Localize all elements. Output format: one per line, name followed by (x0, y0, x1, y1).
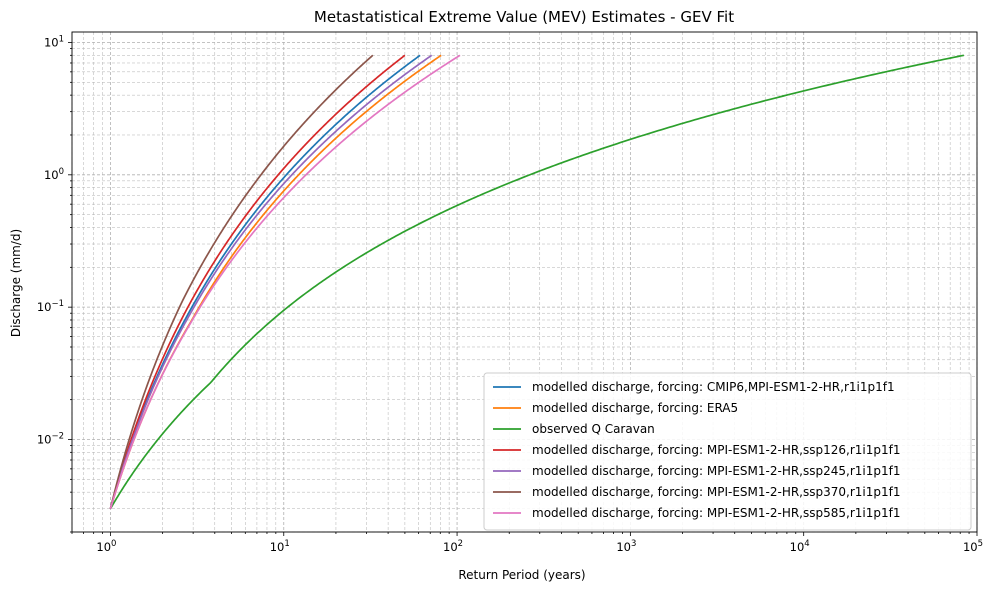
x-axis-label: Return Period (years) (458, 568, 585, 582)
x-tick-label: 105 (963, 539, 983, 554)
legend-label-2: modelled discharge, forcing: ERA5 (532, 401, 738, 415)
legend: modelled discharge, forcing: CMIP6,MPI-E… (483, 372, 972, 531)
y-tick-label: 101 (44, 34, 64, 49)
y-tick-label: 10−2 (37, 431, 64, 446)
series-line-4 (109, 54, 406, 509)
chart-title: Metastatistical Extreme Value (MEV) Esti… (314, 8, 734, 26)
axis-ticks: 100 101 102 103 104 105 10−2 10−1 100 101 (37, 34, 983, 554)
y-tick-label: 10−1 (37, 299, 64, 314)
series-line-5 (109, 54, 433, 509)
legend-label-6: modelled discharge, forcing: MPI-ESM1-2-… (532, 485, 900, 499)
legend-label-3: observed Q Caravan (532, 422, 655, 436)
series-line-7 (109, 54, 461, 509)
series-layer (109, 54, 965, 510)
series-line-6 (109, 54, 374, 509)
legend-label-7: modelled discharge, forcing: MPI-ESM1-2-… (532, 506, 900, 520)
legend-box (483, 372, 972, 531)
y-tick-label: 100 (44, 167, 64, 182)
plot-frame (71, 31, 978, 533)
x-tick-label: 100 (96, 539, 116, 554)
y-axis-label: Discharge (mm/d) (9, 229, 23, 337)
x-tick-label: 103 (616, 539, 636, 554)
series-line-3 (109, 54, 965, 510)
legend-label-4: modelled discharge, forcing: MPI-ESM1-2-… (532, 443, 900, 457)
legend-label-5: modelled discharge, forcing: MPI-ESM1-2-… (532, 464, 900, 478)
legend-label-1: modelled discharge, forcing: CMIP6,MPI-E… (532, 380, 895, 394)
x-tick-label: 102 (443, 539, 463, 554)
x-tick-label: 101 (270, 539, 290, 554)
x-tick-label: 104 (790, 539, 810, 554)
